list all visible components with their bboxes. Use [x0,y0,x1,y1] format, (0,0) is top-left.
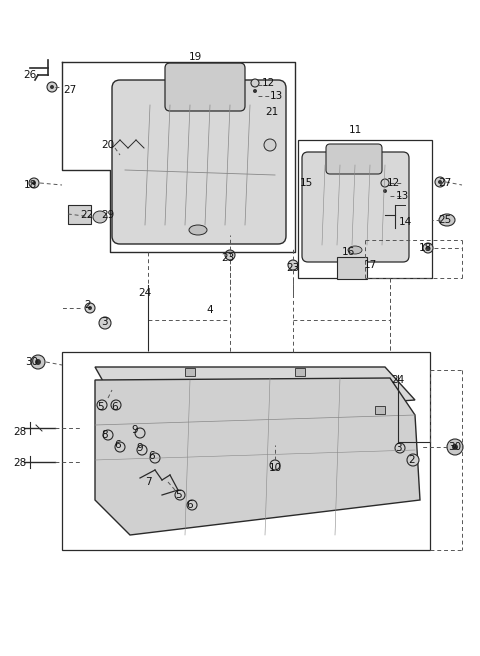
Text: 5: 5 [175,490,181,500]
Text: 16: 16 [341,247,355,257]
Text: 18: 18 [419,243,432,253]
Bar [185,368,195,376]
Text: 6: 6 [149,451,156,461]
Text: 13: 13 [396,191,408,201]
Circle shape [423,243,433,253]
Text: 14: 14 [398,217,412,227]
Circle shape [381,179,389,187]
Circle shape [47,82,57,92]
Text: 30: 30 [25,357,38,367]
Text: 20: 20 [101,140,115,150]
Circle shape [452,444,458,450]
Text: 13: 13 [269,91,283,101]
Text: 23: 23 [221,253,235,263]
Text: 17: 17 [363,260,377,270]
FancyBboxPatch shape [326,144,382,174]
Text: 5: 5 [96,402,103,412]
Text: 29: 29 [101,210,115,220]
Text: 12: 12 [386,178,400,188]
Text: 19: 19 [188,52,202,62]
Text: 27: 27 [438,178,452,188]
Circle shape [99,317,111,329]
Circle shape [383,189,387,193]
Text: 8: 8 [102,430,108,440]
Text: 3: 3 [101,317,108,327]
Bar [62,352,430,550]
Circle shape [175,490,185,500]
Text: 30: 30 [448,442,462,452]
Polygon shape [95,367,415,420]
Circle shape [253,89,257,93]
Circle shape [447,439,463,455]
Circle shape [264,139,276,151]
Text: 11: 11 [348,125,361,135]
Circle shape [35,359,41,365]
Text: 7: 7 [144,477,151,487]
Text: 18: 18 [24,180,36,190]
Text: 24: 24 [138,288,152,298]
Text: 6: 6 [115,440,121,450]
Circle shape [407,454,419,466]
Text: 6: 6 [187,500,193,510]
Ellipse shape [348,246,362,254]
Text: 4: 4 [207,305,213,315]
Text: 12: 12 [262,78,275,88]
Circle shape [103,430,113,440]
Text: 25: 25 [438,215,452,225]
Circle shape [225,250,235,260]
Circle shape [435,177,445,187]
Text: 23: 23 [287,263,300,273]
Text: 27: 27 [63,85,77,95]
FancyBboxPatch shape [337,257,367,279]
Circle shape [135,428,145,438]
Circle shape [150,453,160,463]
Circle shape [187,500,197,510]
Circle shape [85,303,95,313]
Circle shape [426,246,430,250]
Text: 3: 3 [395,443,401,453]
Text: 28: 28 [13,458,26,468]
Circle shape [88,306,92,310]
Circle shape [32,181,36,185]
Circle shape [251,79,259,87]
Ellipse shape [189,225,207,235]
Text: 9: 9 [137,443,144,453]
Circle shape [137,445,147,455]
Circle shape [97,400,107,410]
Ellipse shape [93,211,107,223]
Ellipse shape [439,214,455,226]
Circle shape [288,260,298,270]
Circle shape [115,442,125,452]
Text: 22: 22 [80,210,94,220]
Circle shape [31,355,45,369]
FancyBboxPatch shape [112,80,286,244]
FancyBboxPatch shape [68,205,91,224]
Text: 15: 15 [300,178,312,188]
Bar [295,368,305,376]
Bar [375,406,385,414]
Text: 28: 28 [13,427,26,437]
Text: 24: 24 [391,375,405,385]
FancyBboxPatch shape [302,152,409,262]
Polygon shape [95,378,420,535]
Text: 9: 9 [132,425,138,435]
Text: 21: 21 [265,107,278,117]
FancyBboxPatch shape [165,63,245,111]
Circle shape [438,180,442,184]
Bar [298,140,432,278]
Text: 26: 26 [24,70,36,80]
Circle shape [395,443,405,453]
Text: 10: 10 [268,463,282,473]
Circle shape [270,460,280,470]
Circle shape [50,85,54,89]
Circle shape [29,178,39,188]
Circle shape [111,400,121,410]
Text: 6: 6 [112,402,118,412]
Text: 2: 2 [408,455,415,465]
Text: 2: 2 [84,300,91,310]
